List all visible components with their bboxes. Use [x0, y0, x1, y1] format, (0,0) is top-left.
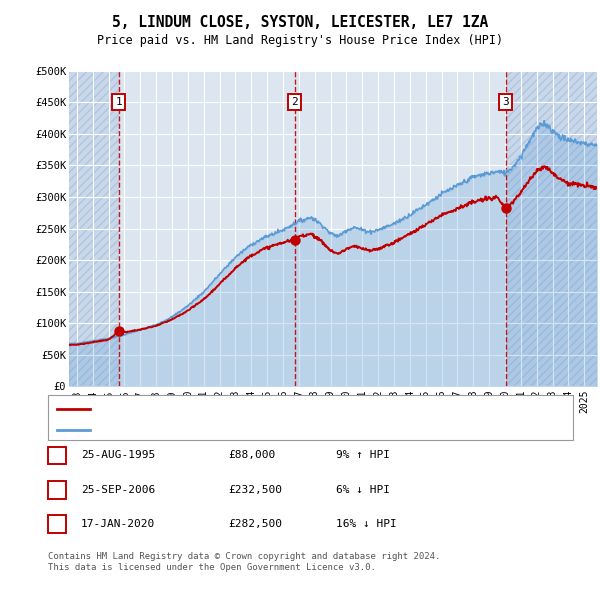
Text: 25-AUG-1995: 25-AUG-1995 — [81, 451, 155, 460]
Text: 1: 1 — [53, 451, 61, 460]
Text: 2: 2 — [53, 485, 61, 494]
Text: 1: 1 — [116, 97, 122, 107]
Text: 17-JAN-2020: 17-JAN-2020 — [81, 519, 155, 529]
Text: £232,500: £232,500 — [228, 485, 282, 494]
Text: 6% ↓ HPI: 6% ↓ HPI — [336, 485, 390, 494]
Text: 5, LINDUM CLOSE, SYSTON, LEICESTER, LE7 1ZA (detached house): 5, LINDUM CLOSE, SYSTON, LEICESTER, LE7 … — [96, 404, 456, 414]
Text: 3: 3 — [53, 519, 61, 529]
Text: Contains HM Land Registry data © Crown copyright and database right 2024.
This d: Contains HM Land Registry data © Crown c… — [48, 552, 440, 572]
Text: 9% ↑ HPI: 9% ↑ HPI — [336, 451, 390, 460]
Text: 2: 2 — [291, 97, 298, 107]
Text: 16% ↓ HPI: 16% ↓ HPI — [336, 519, 397, 529]
Text: 25-SEP-2006: 25-SEP-2006 — [81, 485, 155, 494]
Text: £88,000: £88,000 — [228, 451, 275, 460]
Text: Price paid vs. HM Land Registry's House Price Index (HPI): Price paid vs. HM Land Registry's House … — [97, 34, 503, 47]
Text: HPI: Average price, detached house, Charnwood: HPI: Average price, detached house, Char… — [96, 425, 366, 435]
Text: 5, LINDUM CLOSE, SYSTON, LEICESTER, LE7 1ZA: 5, LINDUM CLOSE, SYSTON, LEICESTER, LE7 … — [112, 15, 488, 30]
Text: £282,500: £282,500 — [228, 519, 282, 529]
Text: 3: 3 — [502, 97, 509, 107]
